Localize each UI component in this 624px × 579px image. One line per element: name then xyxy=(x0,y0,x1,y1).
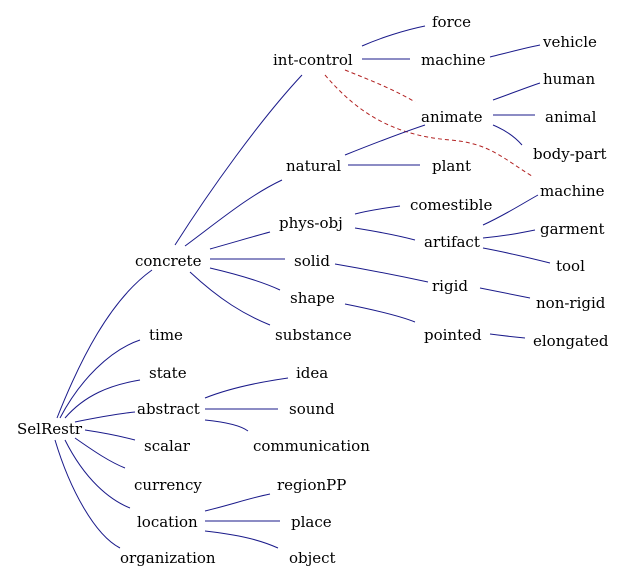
node-abstract: abstract xyxy=(137,400,200,418)
edge-selrestr-concrete xyxy=(56,269,153,419)
edge-location-object xyxy=(204,530,279,549)
edge-abstract-idea xyxy=(204,377,289,399)
node-place: place xyxy=(291,513,332,531)
node-sound: sound xyxy=(289,400,335,418)
node-solid: solid xyxy=(294,252,330,270)
edge-concrete-natural xyxy=(184,179,283,247)
node-rigid: rigid xyxy=(432,277,468,295)
node-scalar: scalar xyxy=(144,437,191,455)
edge-selrestr-scalar xyxy=(84,429,136,441)
node-concrete: concrete xyxy=(135,252,202,270)
node-garment: garment xyxy=(540,220,605,238)
edge-rigid-nonrigid xyxy=(479,287,531,299)
node-vehicle: vehicle xyxy=(542,33,597,51)
edge-concrete-physobj xyxy=(209,231,271,250)
node-currency: currency xyxy=(134,476,202,494)
node-animate: animate xyxy=(421,108,483,126)
edge-intcontrol-animate-dashed xyxy=(344,69,416,103)
edge-artifact-garment xyxy=(482,229,536,239)
edge-selrestr-state xyxy=(64,379,141,419)
node-elongated: elongated xyxy=(533,332,609,350)
node-pointed: pointed xyxy=(424,326,482,344)
node-natural: natural xyxy=(286,157,341,175)
node-machine-intcontrol: machine xyxy=(421,51,486,69)
edge-abstract-communication xyxy=(204,419,249,432)
node-idea: idea xyxy=(296,364,328,382)
node-non-rigid: non-rigid xyxy=(536,294,606,312)
node-plant: plant xyxy=(432,157,471,175)
node-animal: animal xyxy=(545,108,597,126)
edge-animate-human xyxy=(492,82,541,101)
node-communication: communication xyxy=(253,437,370,455)
node-location: location xyxy=(137,513,198,531)
edge-concrete-intcontrol xyxy=(174,74,303,246)
node-int-control: int-control xyxy=(273,51,353,69)
node-substance: substance xyxy=(275,326,352,344)
node-comestible: comestible xyxy=(410,196,492,214)
edge-solid-rigid xyxy=(334,263,429,283)
node-object: object xyxy=(289,549,336,567)
edge-artifact-tool xyxy=(482,247,551,264)
node-time: time xyxy=(149,326,183,344)
edge-concrete-substance xyxy=(189,271,271,326)
edge-selrestr-currency xyxy=(74,437,126,469)
node-shape: shape xyxy=(290,289,335,307)
edge-selrestr-abstract xyxy=(74,411,136,423)
edge-artifact-machine xyxy=(482,194,539,226)
node-state: state xyxy=(149,364,187,382)
edge-pointed-elongated xyxy=(489,333,526,339)
node-phys-obj: phys-obj xyxy=(279,214,343,232)
node-machine-artifact: machine xyxy=(540,182,605,200)
edge-selrestr-location xyxy=(64,439,131,509)
node-regionpp: regionPP xyxy=(277,476,346,494)
edge-physobj-comestible xyxy=(354,205,401,215)
node-artifact: artifact xyxy=(424,233,480,251)
node-organization: organization xyxy=(120,549,216,567)
edge-machine-vehicle xyxy=(489,44,541,58)
edge-natural-animate xyxy=(344,124,426,156)
edge-location-regionpp xyxy=(204,493,271,512)
node-human: human xyxy=(543,70,595,88)
edge-concrete-shape xyxy=(209,267,281,291)
edge-intcontrol-force xyxy=(361,25,426,47)
edge-selrestr-time xyxy=(59,339,141,419)
node-tool: tool xyxy=(556,257,585,275)
edge-physobj-artifact xyxy=(354,227,416,241)
edge-intcontrol-bodypart-dashed xyxy=(324,74,533,177)
node-body-part: body-part xyxy=(533,145,607,163)
edge-selrestr-organization xyxy=(54,439,121,549)
edge-shape-pointed xyxy=(344,303,416,323)
node-selrestr: SelRestr xyxy=(17,420,83,438)
edge-animate-bodypart xyxy=(492,124,523,146)
node-force: force xyxy=(432,13,471,31)
